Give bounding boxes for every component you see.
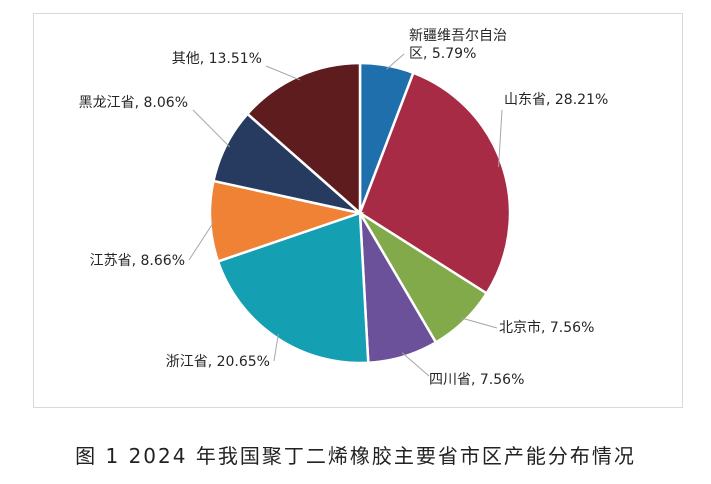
pie-slice-5 [216, 211, 370, 365]
data-label-5: 浙江省, 20.65% [166, 354, 270, 370]
leader-line-2 [498, 109, 503, 167]
leader-line-5 [273, 333, 279, 362]
figure-caption: 图 1 2024 年我国聚丁二烯橡胶主要省市区产能分布情况 [75, 444, 636, 468]
pie-chart: 新疆维吾尔自治区, 5.79% 山东省, 28.21% 北京市, 7.56% 四川省,… [79, 28, 609, 388]
pie-slice-8 [245, 61, 362, 216]
leader-line-7 [192, 109, 231, 148]
leader-line-4 [401, 352, 430, 377]
data-label-2: 山东省, 28.21% [504, 92, 608, 108]
data-label-7: 黑龙江省, 8.06% [79, 95, 188, 111]
pie-slice-2 [358, 71, 512, 296]
data-label-4: 四川省, 7.56% [429, 372, 524, 388]
data-label-1: 新疆维吾尔自治区, 5.79% [409, 28, 507, 62]
leader-line-1 [386, 53, 405, 70]
data-label-8: 其他, 13.51% [172, 51, 262, 67]
chart-frame: 新疆维吾尔自治区, 5.79% 山东省, 28.21% 北京市, 7.56% 四川省,… [33, 13, 683, 408]
data-label-6: 江苏省, 8.66% [90, 253, 185, 269]
leader-line-6 [188, 220, 215, 261]
leader-line-3 [461, 317, 498, 329]
data-label-3: 北京市, 7.56% [499, 319, 594, 336]
leader-line-8 [265, 65, 301, 81]
